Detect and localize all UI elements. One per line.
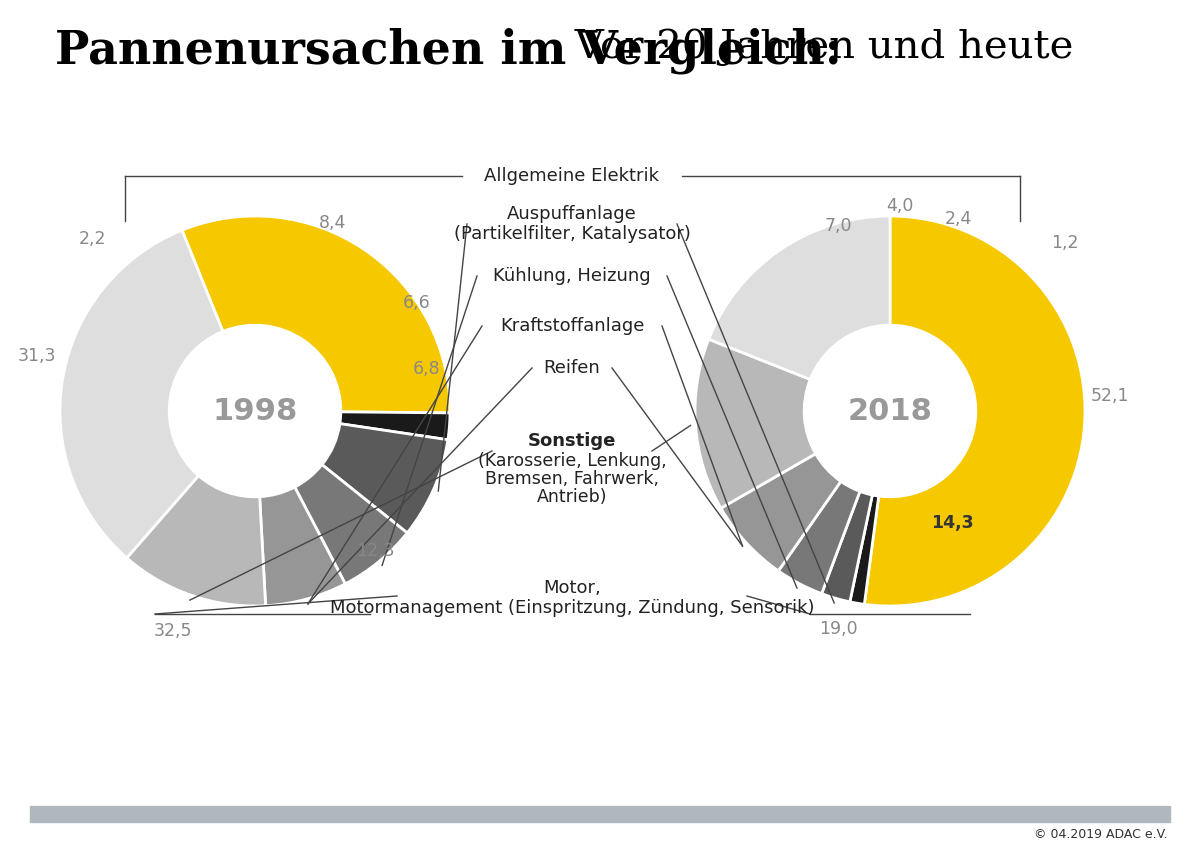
Text: Motor,: Motor, <box>544 579 601 597</box>
Text: Motormanagement (Einspritzung, Zündung, Sensorik): Motormanagement (Einspritzung, Zündung, … <box>330 599 815 617</box>
Text: Kühlung, Heizung: Kühlung, Heizung <box>493 267 650 285</box>
Text: Auspuffanlage: Auspuffanlage <box>508 205 637 223</box>
Text: Pannenursachen im Vergleich:: Pannenursachen im Vergleich: <box>55 28 841 74</box>
Wedge shape <box>322 423 448 533</box>
Text: 52,1: 52,1 <box>1091 387 1129 405</box>
Circle shape <box>804 326 976 497</box>
Wedge shape <box>182 216 450 413</box>
Wedge shape <box>850 495 878 604</box>
Text: Sonstige: Sonstige <box>528 432 616 450</box>
Text: 2018: 2018 <box>847 397 932 425</box>
Text: Bremsen, Fahrwerk,: Bremsen, Fahrwerk, <box>485 470 659 488</box>
Text: 2,4: 2,4 <box>944 210 972 228</box>
Wedge shape <box>721 454 841 571</box>
Text: (Karosserie, Lenkung,: (Karosserie, Lenkung, <box>478 452 666 470</box>
Text: 1998: 1998 <box>212 397 298 425</box>
Wedge shape <box>60 230 223 558</box>
Text: 14,3: 14,3 <box>931 514 973 532</box>
Wedge shape <box>822 491 872 602</box>
Wedge shape <box>695 339 816 508</box>
Text: 32,5: 32,5 <box>154 622 192 640</box>
Text: Allgemeine Elektrik: Allgemeine Elektrik <box>485 167 660 185</box>
Text: 19,0: 19,0 <box>818 620 857 638</box>
Text: 8,4: 8,4 <box>319 214 347 232</box>
Text: 1,2: 1,2 <box>1051 234 1079 252</box>
Text: 2,2: 2,2 <box>79 230 107 248</box>
Wedge shape <box>295 465 407 584</box>
Wedge shape <box>709 216 890 379</box>
Text: Reifen: Reifen <box>544 359 600 377</box>
Text: (Partikelfilter, Katalysator): (Partikelfilter, Katalysator) <box>454 225 690 243</box>
Text: 6,8: 6,8 <box>413 360 440 378</box>
Bar <box>30 806 1170 822</box>
Circle shape <box>169 326 341 497</box>
Wedge shape <box>779 481 860 593</box>
Wedge shape <box>340 412 450 440</box>
Wedge shape <box>259 487 346 605</box>
Text: 4,0: 4,0 <box>887 197 913 215</box>
Text: 12,3: 12,3 <box>355 542 395 560</box>
Wedge shape <box>864 216 1085 606</box>
Text: Antrieb): Antrieb) <box>536 488 607 506</box>
Wedge shape <box>127 475 265 606</box>
Text: 7,0: 7,0 <box>824 217 852 235</box>
Text: Vor 20 Jahren und heute: Vor 20 Jahren und heute <box>562 28 1073 66</box>
Text: 31,3: 31,3 <box>18 347 56 365</box>
Text: 6,6: 6,6 <box>403 294 431 312</box>
Text: Kraftstoffanlage: Kraftstoffanlage <box>500 317 644 335</box>
Text: © 04.2019 ADAC e.V.: © 04.2019 ADAC e.V. <box>1034 828 1168 841</box>
